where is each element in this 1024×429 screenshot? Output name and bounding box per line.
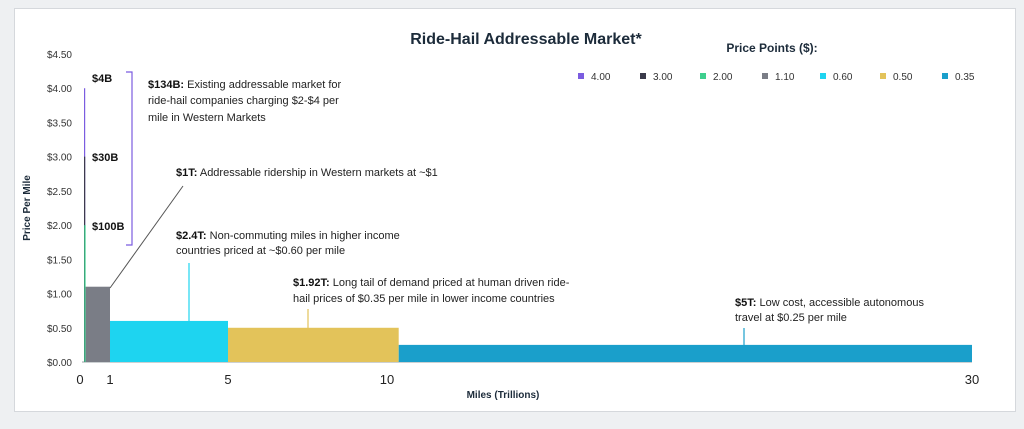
annotation-100b: $100B	[92, 221, 124, 233]
x-tick-label: 30	[965, 372, 979, 387]
legend-swatch-1.10	[762, 73, 768, 79]
svg-text:mile in Western Markets: mile in Western Markets	[148, 112, 266, 124]
y-tick-label: $4.00	[47, 84, 72, 95]
chart-title: Ride-Hail Addressable Market*	[410, 31, 642, 48]
annotation-4b: $4B	[92, 73, 112, 85]
legend-swatch-0.35	[942, 73, 948, 79]
bar-0.50	[228, 327, 399, 362]
svg-text:$1.92T: Long tail of demand p: $1.92T: Long tail of demand priced at hu…	[293, 277, 570, 289]
annotation-5t: $5T: Low cost, accessible autonomous tra…	[735, 297, 924, 324]
legend-swatch-0.50	[880, 73, 886, 79]
x-tick-label: 0	[76, 372, 83, 387]
bars	[84, 88, 972, 362]
y-tick-label: $2.50	[47, 187, 72, 198]
bar-1.10	[85, 286, 110, 362]
x-tick-label: 5	[224, 372, 231, 387]
bar-2.00	[84, 225, 86, 362]
legend-label-0.50: 0.50	[893, 72, 913, 83]
bar-0.60	[110, 320, 228, 362]
svg-text:$5T: Low cost, accessible auto: $5T: Low cost, accessible autonomous	[735, 297, 924, 309]
y-tick-label: $1.00	[47, 290, 72, 301]
legend-label-0.60: 0.60	[833, 72, 853, 83]
annotation-1-92t: $1.92T: Long tail of demand priced at hu…	[293, 277, 570, 305]
connector-1t	[109, 185, 184, 289]
legend-label-3.00: 3.00	[653, 72, 673, 83]
y-tick-label: $3.50	[47, 118, 72, 129]
annotation-30b: $30B	[92, 152, 118, 164]
legend-swatch-0.60	[820, 73, 826, 79]
legend: 4.00 3.00 2.00 1.10 0.60 0.50 0.35	[578, 72, 975, 83]
annotation-1t: $1T: Addressable ridership in Western ma…	[176, 167, 438, 179]
svg-text:$4B: $4B	[92, 73, 112, 85]
annotation-134b: $134B: Existing addressable market for r…	[148, 79, 342, 124]
y-tick-label: $0.00	[47, 358, 72, 369]
svg-text:ride-hail companies charging $: ride-hail companies charging $2-$4 per	[148, 95, 339, 107]
legend-swatch-2.00	[700, 73, 706, 79]
svg-text:$30B: $30B	[92, 152, 118, 164]
y-tick-label: $1.50	[47, 255, 72, 266]
svg-text:countries priced at ~$0.60 per: countries priced at ~$0.60 per mile	[176, 245, 345, 257]
svg-text:$100B: $100B	[92, 221, 124, 233]
svg-text:$1T: Addressable ridership in: $1T: Addressable ridership in Western ma…	[176, 167, 438, 179]
svg-text:$2.4T: Non-commuting miles in: $2.4T: Non-commuting miles in higher inc…	[176, 230, 400, 242]
legend-swatch-3.00	[640, 73, 646, 79]
x-axis-label: Miles (Trillions)	[467, 390, 540, 401]
legend-swatch-4.00	[578, 73, 584, 79]
y-tick-label: $4.50	[47, 50, 72, 61]
svg-text:hail prices of $0.35 per mile: hail prices of $0.35 per mile in lower i…	[293, 293, 555, 305]
bar-0.35	[398, 344, 972, 362]
svg-text:$134B: Existing addressable ma: $134B: Existing addressable market for	[148, 79, 342, 91]
legend-title: Price Points ($):	[726, 41, 817, 55]
legend-label-0.35: 0.35	[955, 72, 975, 83]
legend-label-1.10: 1.10	[775, 72, 795, 83]
x-axis-ticks: 0 1 5 10 30	[76, 372, 979, 387]
legend-label-4.00: 4.00	[591, 72, 611, 83]
y-tick-label: $3.00	[47, 153, 72, 164]
y-tick-label: $2.00	[47, 221, 72, 232]
market-bracket	[126, 71, 133, 246]
x-tick-label: 1	[106, 372, 113, 387]
legend-label-2.00: 2.00	[713, 72, 733, 83]
y-tick-label: $0.50	[47, 324, 72, 335]
y-axis-ticks: $0.00 $0.50 $1.00 $1.50 $2.00 $2.50 $3.00 $3.50…	[47, 50, 72, 369]
x-tick-label: 10	[380, 372, 394, 387]
annotation-2-4t: $2.4T: Non-commuting miles in higher inc…	[176, 230, 400, 257]
y-axis-label: Price Per Mile	[22, 175, 33, 241]
svg-text:travel at $0.25 per mile: travel at $0.25 per mile	[735, 312, 847, 324]
